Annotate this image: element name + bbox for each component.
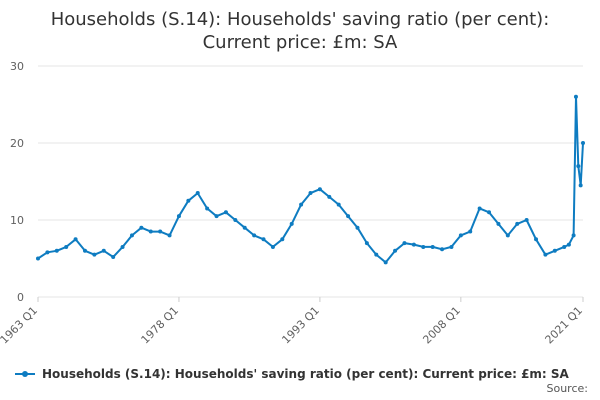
y-tick-label: 0 — [17, 291, 24, 304]
data-point[interactable] — [534, 237, 539, 242]
data-point[interactable] — [223, 210, 228, 215]
data-point[interactable] — [129, 233, 134, 238]
data-point[interactable] — [411, 242, 416, 247]
y-tick-label: 30 — [10, 60, 24, 73]
y-axis-ticks: 0 10 20 30 — [10, 60, 24, 304]
chart-title: Households (S.14): Households' saving ra… — [0, 8, 600, 54]
data-point[interactable] — [505, 233, 510, 238]
y-tick-label: 10 — [10, 214, 24, 227]
data-point[interactable] — [458, 233, 463, 238]
data-point[interactable] — [214, 214, 219, 219]
data-point[interactable] — [383, 260, 388, 265]
x-axis-ticks: 1963 Q1 1978 Q1 1993 Q1 2008 Q1 2021 Q1 — [0, 297, 585, 346]
data-point[interactable] — [562, 244, 567, 249]
data-point[interactable] — [524, 218, 529, 222]
data-point[interactable] — [576, 164, 581, 169]
data-point[interactable] — [578, 183, 583, 188]
data-point[interactable] — [327, 194, 332, 199]
data-point[interactable] — [374, 252, 379, 257]
grid-layer — [38, 65, 583, 298]
legend-line-marker-icon — [15, 371, 35, 377]
data-point[interactable] — [346, 214, 351, 219]
data-point[interactable] — [515, 221, 520, 226]
x-tick-label: 1963 Q1 — [0, 304, 40, 347]
data-point[interactable] — [205, 206, 210, 211]
data-point[interactable] — [54, 248, 59, 253]
chart-title-line-1: Households (S.14): Households' saving ra… — [50, 9, 550, 30]
data-point[interactable] — [440, 247, 445, 252]
data-point[interactable] — [543, 252, 548, 257]
x-tick-label: 2021 Q1 — [543, 304, 586, 347]
data-point[interactable] — [573, 94, 578, 99]
data-point[interactable] — [566, 242, 571, 247]
data-point[interactable] — [299, 202, 304, 207]
source-label: Source: — [546, 382, 589, 395]
data-point[interactable] — [186, 198, 191, 203]
x-tick-label: 2008 Q1 — [420, 304, 463, 347]
data-point[interactable] — [261, 237, 266, 242]
data-point[interactable] — [270, 244, 275, 249]
data-point[interactable] — [148, 229, 153, 234]
data-point[interactable] — [64, 244, 69, 249]
data-point[interactable] — [73, 237, 78, 242]
data-point[interactable] — [449, 244, 454, 249]
data-point[interactable] — [336, 202, 341, 207]
legend-label: Households (S.14): Households' saving ra… — [42, 367, 569, 381]
data-point[interactable] — [92, 252, 97, 257]
data-point[interactable] — [496, 221, 501, 226]
data-point[interactable] — [308, 191, 313, 196]
data-point[interactable] — [101, 248, 106, 253]
x-tick-label: 1978 Q1 — [139, 304, 182, 347]
data-point[interactable] — [195, 191, 200, 196]
data-point[interactable] — [477, 206, 482, 211]
data-point[interactable] — [120, 244, 125, 249]
series-layer — [36, 94, 585, 265]
data-point[interactable] — [252, 233, 257, 238]
data-point[interactable] — [552, 248, 557, 253]
data-point[interactable] — [355, 225, 360, 230]
data-point[interactable] — [468, 229, 473, 234]
data-point[interactable] — [45, 250, 50, 255]
x-tick-label: 1993 Q1 — [279, 304, 322, 347]
data-point[interactable] — [82, 248, 87, 253]
data-point[interactable] — [289, 221, 294, 226]
data-point[interactable] — [430, 244, 435, 249]
data-point[interactable] — [393, 248, 398, 253]
series-line — [37, 95, 584, 264]
chart-title-line-2: Current price: £m: SA — [202, 32, 398, 53]
data-point[interactable] — [167, 233, 172, 238]
data-point[interactable] — [36, 256, 40, 261]
data-point[interactable] — [421, 244, 426, 249]
data-point[interactable] — [402, 241, 407, 246]
data-point[interactable] — [139, 225, 144, 230]
data-point[interactable] — [242, 225, 247, 230]
data-point[interactable] — [111, 254, 116, 259]
data-point[interactable] — [176, 214, 181, 219]
data-point[interactable] — [581, 141, 585, 145]
data-point[interactable] — [158, 229, 163, 234]
data-point[interactable] — [364, 241, 369, 246]
legend[interactable]: Households (S.14): Households' saving ra… — [14, 365, 569, 383]
data-point[interactable] — [317, 187, 322, 192]
data-point[interactable] — [487, 210, 492, 215]
data-point[interactable] — [280, 237, 285, 242]
data-point[interactable] — [233, 218, 238, 222]
data-point[interactable] — [571, 233, 576, 238]
y-tick-label: 20 — [10, 137, 24, 150]
